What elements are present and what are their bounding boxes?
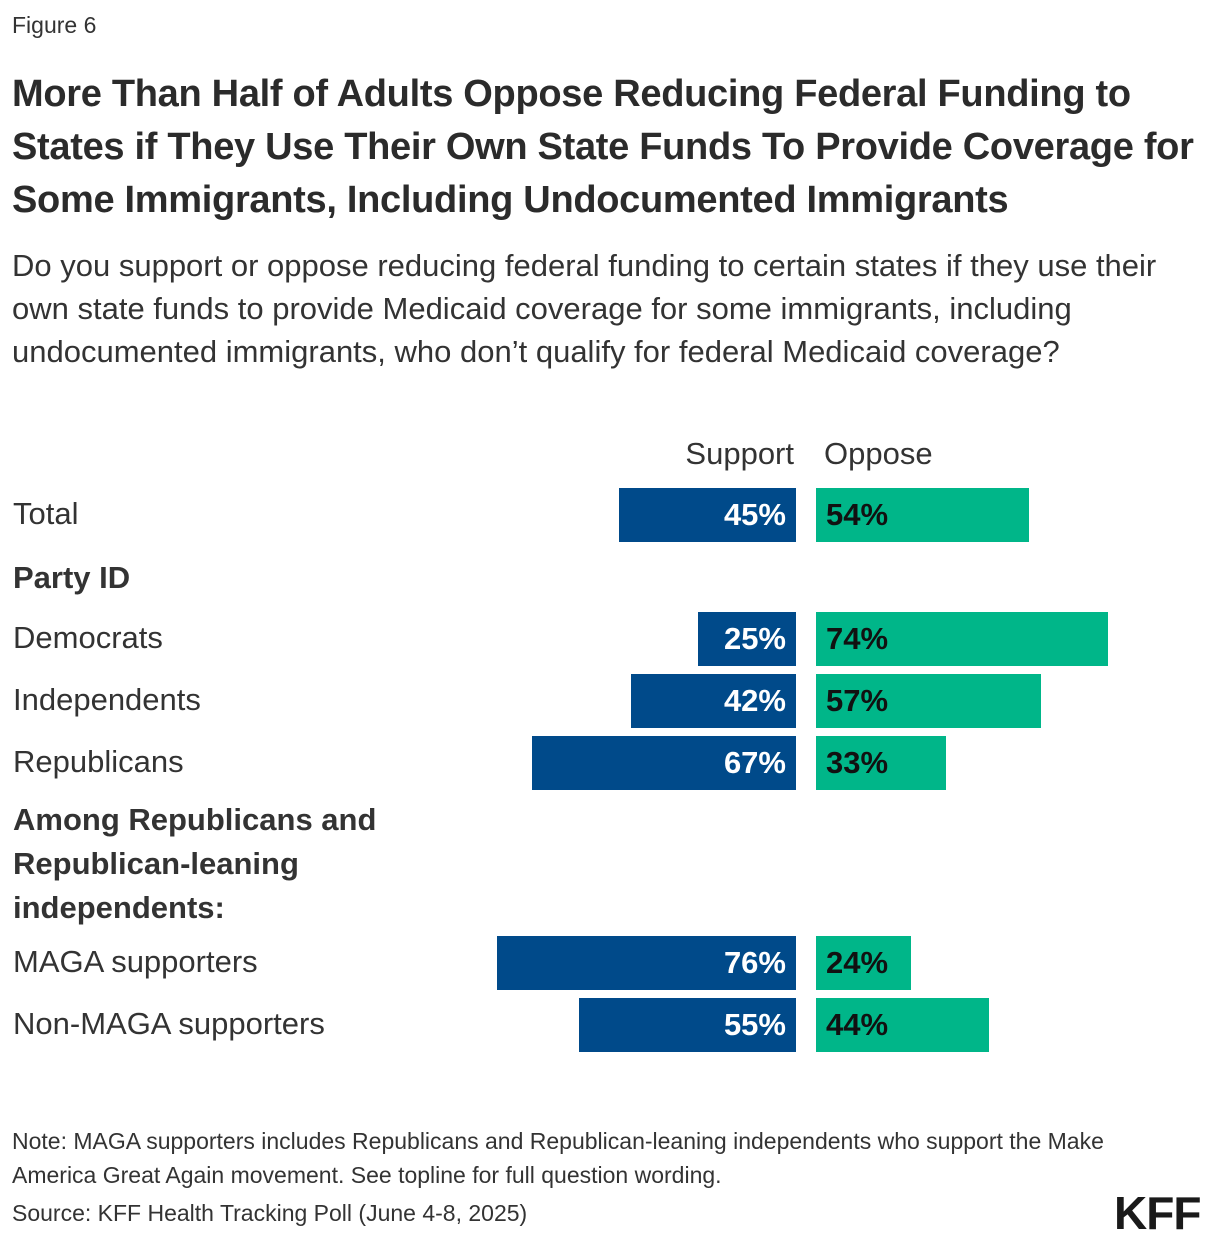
row-label: Republicans bbox=[13, 744, 184, 779]
chart-subtitle: Do you support or oppose reducing federa… bbox=[12, 248, 1157, 369]
oppose-value-label: 54% bbox=[826, 497, 889, 532]
oppose-value-label: 57% bbox=[826, 683, 889, 718]
support-value-label: 25% bbox=[723, 621, 786, 656]
support-value-label: 76% bbox=[723, 945, 786, 980]
support-value-label: 55% bbox=[723, 1007, 786, 1042]
support-bar: 42% bbox=[630, 674, 796, 728]
support-bar: 67% bbox=[532, 736, 796, 790]
row-label: Total bbox=[13, 496, 79, 531]
legend-support: Support bbox=[685, 436, 794, 471]
group-heading-republicans: Among Republicans and Republican-leaning… bbox=[13, 802, 377, 925]
support-value-label: 42% bbox=[723, 683, 786, 718]
row-label: MAGA supporters bbox=[13, 944, 258, 979]
chart-title: More Than Half of Adults Oppose Reducing… bbox=[12, 73, 1194, 221]
oppose-bar: 44% bbox=[816, 998, 990, 1052]
oppose-value-label: 33% bbox=[826, 745, 889, 780]
legend-oppose: Oppose bbox=[824, 436, 933, 471]
support-value-label: 67% bbox=[723, 745, 786, 780]
oppose-bar: 24% bbox=[816, 936, 911, 990]
support-bar: 76% bbox=[496, 936, 796, 990]
kff-logo: KFF bbox=[1114, 1187, 1201, 1239]
oppose-value-label: 24% bbox=[826, 945, 889, 980]
row-label: Independents bbox=[13, 682, 201, 717]
oppose-bar: 33% bbox=[816, 736, 947, 790]
oppose-bar: 57% bbox=[816, 674, 1041, 728]
support-bar: 45% bbox=[618, 488, 796, 542]
group-heading-party-id: Party ID bbox=[13, 560, 131, 595]
figure-label: Figure 6 bbox=[12, 12, 97, 38]
oppose-bar: 74% bbox=[816, 612, 1108, 666]
oppose-value-label: 44% bbox=[826, 1007, 889, 1042]
support-value-label: 45% bbox=[723, 497, 786, 532]
support-bar: 55% bbox=[579, 998, 796, 1052]
support-bar: 25% bbox=[697, 612, 796, 666]
oppose-value-label: 74% bbox=[826, 621, 889, 656]
row-label: Non-MAGA supporters bbox=[13, 1006, 325, 1041]
chart-note: Note: MAGA supporters includes Republica… bbox=[12, 1128, 1104, 1188]
chart-source: Source: KFF Health Tracking Poll (June 4… bbox=[12, 1200, 528, 1226]
oppose-bar: 54% bbox=[816, 488, 1029, 542]
row-label: Democrats bbox=[13, 620, 163, 655]
